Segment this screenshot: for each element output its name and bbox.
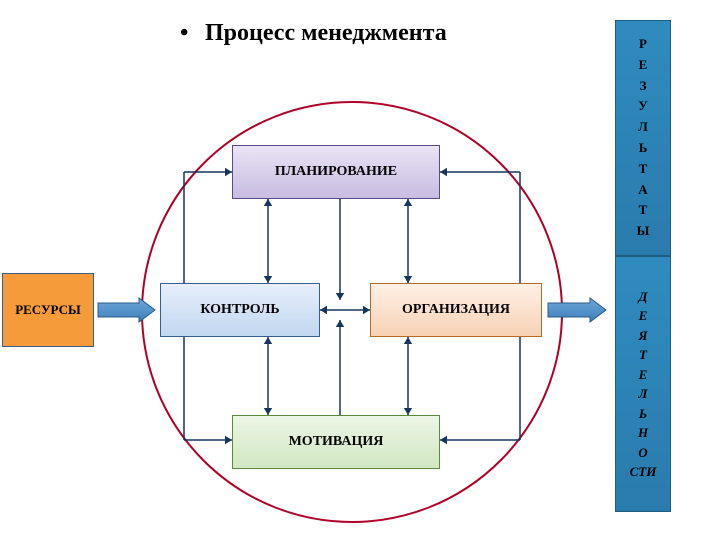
organization-box: ОРГАНИЗАЦИЯ [370, 283, 542, 337]
resources-label: РЕСУРСЫ [15, 302, 81, 318]
resources-box: РЕСУРСЫ [2, 273, 94, 347]
results-column: РЕЗУЛЬТАТЫ [615, 20, 671, 256]
control-label: КОНТРОЛЬ [200, 302, 279, 318]
diagram-stage: • Процесс менеджмента РЕСУР [0, 0, 720, 540]
activity-column: ДЕЯТЕЛЬНОСТИ [615, 256, 671, 512]
arrow-out [548, 298, 606, 322]
motivation-box: МОТИВАЦИЯ [232, 415, 440, 469]
planning-box: ПЛАНИРОВАНИЕ [232, 145, 440, 199]
page-title: Процесс менеджмента [205, 20, 447, 47]
motivation-label: МОТИВАЦИЯ [289, 434, 384, 450]
planning-label: ПЛАНИРОВАНИЕ [275, 164, 397, 180]
title-bullet: • [180, 20, 188, 47]
organization-label: ОРГАНИЗАЦИЯ [402, 302, 510, 318]
arrow-in [98, 298, 155, 322]
control-box: КОНТРОЛЬ [160, 283, 320, 337]
